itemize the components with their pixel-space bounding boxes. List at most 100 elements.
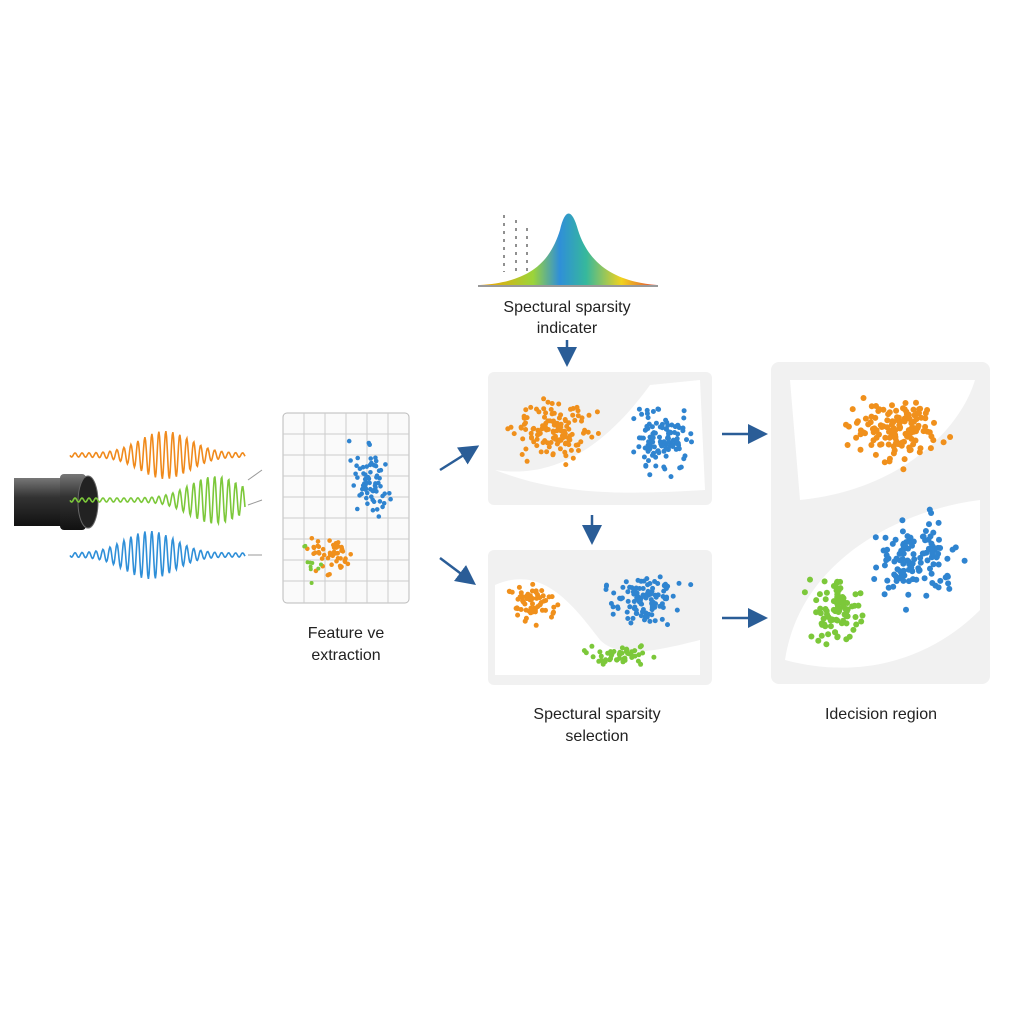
- point: [548, 440, 554, 445]
- point: [647, 618, 653, 624]
- point: [360, 483, 366, 488]
- point: [600, 661, 606, 667]
- point: [662, 466, 668, 472]
- point: [823, 641, 830, 648]
- point: [627, 584, 633, 590]
- point: [646, 421, 652, 427]
- point: [566, 437, 572, 443]
- point: [897, 424, 904, 431]
- label: Spectural sparsity: [533, 706, 660, 723]
- point: [339, 544, 344, 550]
- point: [624, 647, 630, 653]
- point: [520, 598, 526, 604]
- point: [655, 448, 661, 454]
- point: [651, 450, 656, 456]
- point: [643, 594, 649, 600]
- point: [846, 633, 853, 640]
- point: [547, 418, 553, 424]
- point: [901, 456, 908, 463]
- point: [325, 555, 331, 561]
- point: [624, 609, 630, 615]
- point: [937, 577, 944, 584]
- point: [548, 407, 554, 412]
- connectors: [247, 469, 263, 556]
- point: [366, 440, 372, 446]
- point: [889, 540, 896, 547]
- point: [657, 574, 663, 580]
- point: [645, 588, 651, 594]
- point: [359, 491, 365, 497]
- point: [644, 407, 650, 413]
- point: [853, 621, 860, 628]
- point: [886, 409, 893, 416]
- point: [370, 507, 376, 513]
- point: [922, 423, 929, 430]
- point: [900, 577, 907, 584]
- point: [645, 415, 651, 421]
- point: [867, 419, 874, 426]
- point: [947, 434, 954, 440]
- point: [821, 621, 828, 628]
- point: [927, 445, 934, 452]
- point: [518, 425, 524, 431]
- signal-wave: [69, 530, 246, 580]
- point: [901, 438, 907, 445]
- point: [576, 448, 581, 453]
- point: [373, 485, 378, 490]
- point: [646, 458, 651, 464]
- point: [650, 409, 656, 414]
- point: [557, 446, 563, 452]
- point: [677, 465, 683, 471]
- point: [316, 549, 322, 555]
- point: [906, 539, 913, 545]
- point: [816, 591, 823, 598]
- point: [631, 449, 637, 455]
- point: [663, 417, 669, 423]
- point: [808, 633, 815, 640]
- point: [843, 620, 850, 627]
- point: [641, 578, 647, 584]
- region: [495, 380, 705, 493]
- point: [682, 453, 688, 459]
- point: [845, 423, 852, 430]
- point: [901, 416, 908, 422]
- point: [329, 562, 334, 567]
- point: [543, 598, 549, 603]
- point: [650, 585, 656, 591]
- point: [920, 550, 927, 557]
- point: [893, 555, 900, 562]
- point: [884, 577, 891, 584]
- point: [828, 616, 835, 623]
- point: [579, 418, 584, 424]
- point: [363, 487, 369, 492]
- point: [910, 406, 917, 413]
- point: [881, 459, 888, 466]
- point: [902, 400, 909, 406]
- point: [818, 632, 825, 639]
- point: [900, 466, 907, 473]
- point: [537, 430, 543, 436]
- point: [858, 618, 865, 625]
- point: [936, 536, 942, 543]
- point: [844, 442, 851, 448]
- point: [529, 588, 535, 594]
- point: [523, 446, 529, 452]
- point: [551, 418, 556, 424]
- point: [534, 436, 540, 442]
- point: [368, 470, 373, 475]
- point: [540, 593, 546, 599]
- point: [882, 534, 889, 541]
- point: [657, 603, 663, 609]
- point: [652, 618, 658, 624]
- point: [585, 429, 591, 435]
- point: [832, 608, 839, 615]
- point: [311, 551, 316, 556]
- point: [611, 590, 617, 596]
- point: [868, 442, 875, 448]
- point: [659, 616, 665, 622]
- point: [917, 445, 924, 452]
- point: [885, 441, 892, 448]
- point: [961, 557, 968, 564]
- point: [926, 506, 933, 513]
- point: [852, 614, 859, 620]
